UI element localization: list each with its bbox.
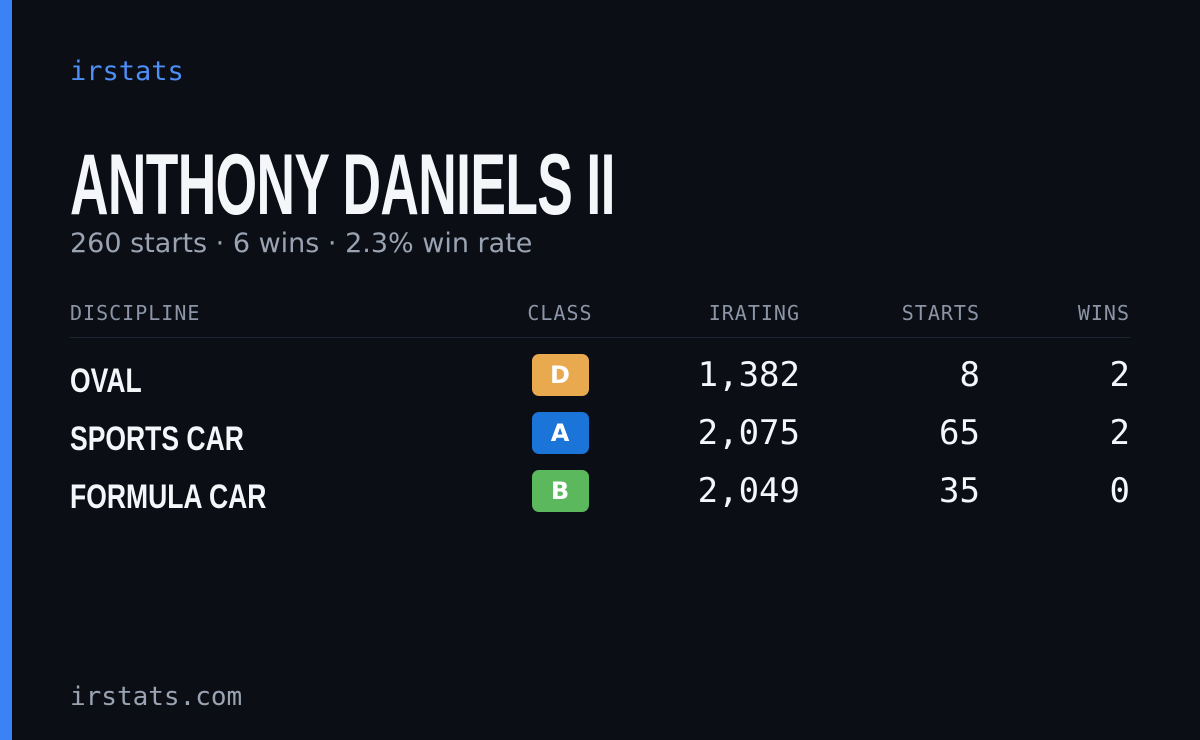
cell-value: 35 xyxy=(939,471,980,511)
cell-value: 65 xyxy=(939,413,980,453)
cell-value: 2 xyxy=(1109,355,1130,395)
class-badge: D xyxy=(531,354,589,396)
discipline: OVAL xyxy=(70,362,142,400)
header-rule xyxy=(70,337,1130,338)
cell-value: 2 xyxy=(1109,413,1130,453)
footer: irstats.com xyxy=(70,682,243,712)
column-header: DISCIPLINE xyxy=(70,301,201,325)
column-header: WINS xyxy=(1077,301,1130,325)
cell-value: 1,382 xyxy=(697,355,800,395)
column-header: CLASS xyxy=(527,301,593,325)
class-badge: A xyxy=(531,412,589,454)
accent-bar xyxy=(0,0,12,740)
column-header: IRATING xyxy=(708,301,800,325)
discipline: SPORTS CAR xyxy=(70,420,244,458)
cell-value: 0 xyxy=(1109,471,1130,511)
class-badge: B xyxy=(531,470,589,512)
cell-value: 2,049 xyxy=(697,471,800,511)
cell-value: 8 xyxy=(959,355,980,395)
driver-name: ANTHONY DANIELS II xyxy=(70,137,615,233)
summary: 260 starts · 6 wins · 2.3% win rate xyxy=(70,228,533,259)
discipline: FORMULA CAR xyxy=(70,478,267,516)
cell-value: 2,075 xyxy=(697,413,800,453)
brand: irstats xyxy=(70,56,184,87)
column-header: STARTS xyxy=(901,301,980,325)
